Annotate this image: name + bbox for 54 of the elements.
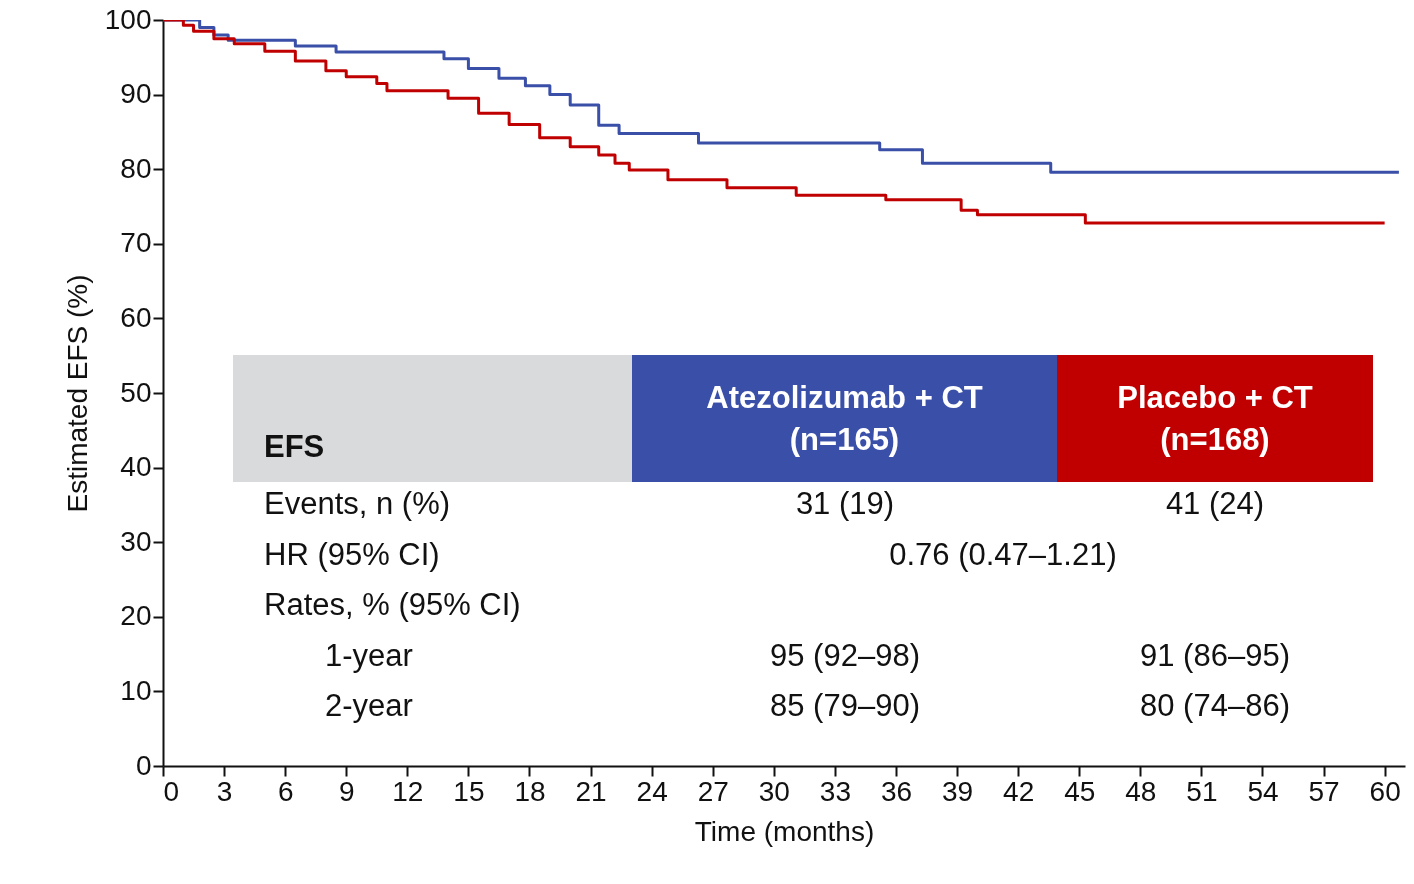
y-tick-label: 70 [120,227,152,259]
annotation: Placebo + CT [1117,378,1313,417]
x-tick-label: 42 [1003,775,1035,807]
x-tick-label: 27 [697,775,729,807]
x-tick-label: 36 [880,775,913,807]
annotation: 91 (86–95) [1140,638,1290,674]
x-tick-label: 60 [1369,775,1401,807]
annotation: 95 (92–98) [770,638,920,674]
annotation: (n=168) [1160,420,1270,459]
x-tick-label: 33 [819,775,851,807]
x-tick-label: 6 [277,775,294,807]
legend-swatch: Placebo + CT (n=168) [1057,355,1373,482]
x-tick-label: 54 [1247,775,1279,807]
annotation: 85 (79–90) [770,688,920,724]
annotation: Events, n (%) [264,486,451,522]
annotation: Atezolizumab + CT [706,378,983,417]
x-tick-label: 30 [758,775,790,807]
annotation: HR (95% CI) [264,537,440,573]
table-header-cell: EFS [233,355,632,482]
x-tick-label: 45 [1064,775,1096,807]
x-tick-label: 51 [1186,775,1218,807]
annotation: Rates, % (95% CI) [264,587,521,623]
annotation: EFS [263,428,325,467]
x-axis-title: Time (months) [694,815,875,847]
y-tick-label: 40 [120,451,152,483]
annotation: 0.76 (0.47–1.21) [889,537,1117,573]
y-tick-label: 20 [120,600,152,632]
annotation: 2-year [325,688,413,724]
y-tick-label: 60 [120,301,152,333]
y-tick-label: 90 [120,78,152,110]
annotation: 80 (74–86) [1140,688,1290,724]
annotation: 31 (19) [795,486,895,522]
y-tick-label: 10 [120,674,152,706]
x-tick-label: 18 [514,775,546,807]
x-tick-label: 57 [1308,775,1340,807]
x-tick-label: 12 [392,775,424,807]
y-tick-label: 0 [135,749,152,781]
x-tick-label: 24 [636,775,668,807]
x-tick-label: 0 [163,775,180,807]
y-tick-label: 100 [104,3,152,35]
annotation: (n=165) [789,420,900,459]
x-tick-label: 9 [338,775,355,807]
y-tick-label: 80 [120,152,152,184]
annotation: 41 (24) [1165,486,1265,522]
x-tick-label: 39 [941,775,974,807]
x-tick-label: 48 [1125,775,1157,807]
y-axis-title: Estimated EFS (%) [61,274,93,513]
x-tick-label: 3 [216,775,233,807]
y-tick-label: 50 [120,376,152,408]
legend-swatch: Atezolizumab + CT (n=165) [632,355,1057,482]
annotation: 1-year [325,638,413,674]
x-tick-label: 15 [453,775,485,807]
x-tick-label: 21 [575,775,607,807]
y-tick-label: 30 [120,525,152,557]
